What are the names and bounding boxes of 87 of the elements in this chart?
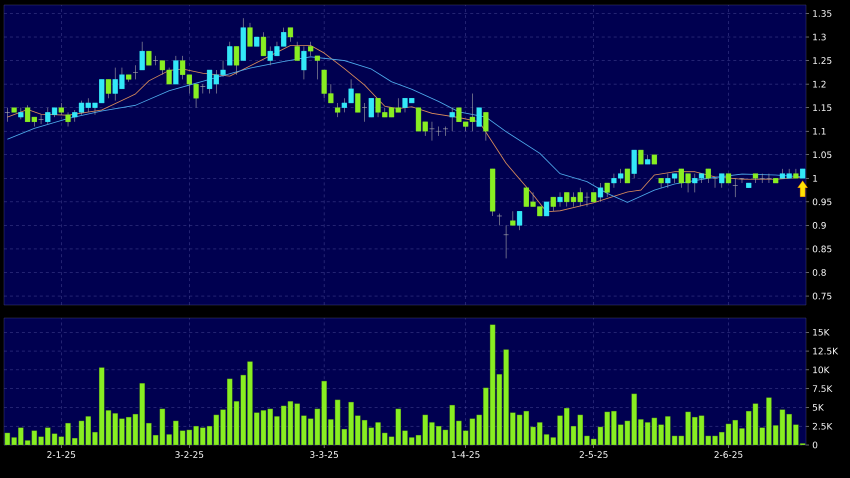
candlestick	[632, 150, 637, 179]
y-tick-label: 1.2	[813, 80, 826, 88]
y-tick-label: 1.35	[813, 10, 832, 17]
candlestick	[712, 178, 718, 188]
candlestick	[591, 192, 596, 202]
y-tick-label: 7.5K	[812, 385, 833, 392]
candlestick	[658, 178, 664, 188]
candlestick	[65, 112, 71, 127]
x-tick-label: 2-5-25	[580, 451, 608, 458]
candlestick	[362, 102, 368, 122]
candlestick	[760, 173, 765, 184]
candlestick	[4, 107, 10, 122]
candlestick	[355, 93, 360, 113]
y-tick-label: 0.85	[812, 246, 832, 252]
candlestick	[368, 98, 374, 118]
candlestick	[510, 210, 516, 226]
candlestick	[38, 114, 44, 124]
candlestick	[496, 213, 502, 226]
x-tick-label: 3-2-25	[175, 451, 204, 458]
candlestick	[752, 173, 758, 184]
candlestick	[624, 168, 630, 184]
candlestick	[288, 27, 294, 42]
candlestick	[254, 36, 260, 47]
candlestick	[598, 182, 604, 202]
candlestick	[604, 182, 610, 198]
candlestick	[132, 64, 138, 80]
candlestick	[200, 84, 206, 94]
candlestick	[550, 196, 556, 212]
y-tick-label: 1.15	[813, 104, 832, 111]
candlestick	[227, 41, 232, 66]
y-tick-label: 10K	[813, 366, 830, 374]
y-tick-label: 0.9	[812, 222, 826, 229]
candlestick	[334, 102, 340, 118]
candlestick	[476, 107, 482, 127]
x-tick-label: 2-1-25	[47, 451, 76, 458]
y-tick-label: 0.95	[812, 198, 832, 206]
candlestick	[793, 168, 799, 179]
candlestick	[106, 79, 112, 99]
candlestick	[260, 32, 266, 56]
candlestick	[173, 56, 178, 84]
candlestick	[18, 107, 24, 120]
candlestick	[450, 107, 455, 132]
candlestick	[503, 225, 509, 259]
candlestick	[638, 150, 644, 164]
candlestick	[766, 173, 772, 184]
y-tick-label: 0	[812, 442, 818, 448]
y-tick-label: 1.3	[813, 34, 826, 40]
candlestick	[719, 173, 724, 188]
x-tick-label: 3-3-25	[310, 451, 338, 458]
candlestick	[314, 56, 320, 80]
candlestick	[739, 178, 745, 184]
candlestick	[483, 112, 489, 141]
candlestick	[234, 46, 240, 75]
y-tick-label: 0.75	[812, 292, 832, 300]
y-tick-label: 0.8	[812, 269, 826, 276]
candlestick	[584, 192, 590, 207]
candlestick	[153, 56, 158, 66]
candlestick	[436, 126, 442, 136]
candlestick	[544, 202, 550, 216]
candlestick	[140, 41, 145, 70]
y-tick-label: 1.25	[813, 57, 832, 64]
candlestick	[726, 173, 732, 184]
candlestick	[800, 168, 806, 179]
candlestick	[247, 22, 253, 47]
bar	[490, 324, 496, 445]
y-tick-label: 1.05	[813, 151, 832, 158]
candlestick	[557, 192, 563, 207]
candlestick	[58, 102, 64, 116]
candlestick	[308, 41, 314, 56]
x-tick-label: 1-4-25	[452, 451, 480, 458]
y-tick-label: 2.5K	[812, 422, 833, 430]
candlestick	[516, 210, 522, 230]
candlestick	[301, 46, 307, 80]
x-tick-label: 2-6-25	[714, 451, 742, 458]
y-tick-label: 1.1	[813, 128, 826, 134]
candlestick	[146, 50, 152, 66]
y-tick-label: 12.5K	[813, 348, 838, 354]
y-tick-label: 15K	[813, 328, 830, 336]
candlestick	[429, 121, 435, 141]
candlestick	[442, 126, 448, 136]
candlestick	[732, 178, 738, 198]
candlestick	[294, 41, 300, 61]
y-tick-label: 1	[813, 175, 818, 182]
candlestick	[652, 154, 657, 164]
y-tick-label: 5K	[812, 404, 824, 411]
candlestick	[706, 168, 711, 184]
candlestick	[645, 154, 650, 164]
